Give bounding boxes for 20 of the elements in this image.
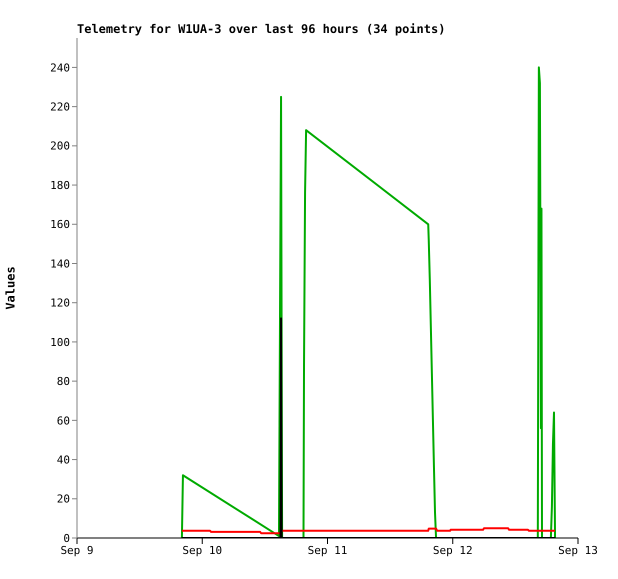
x-tick-label: Sep 11	[308, 544, 348, 557]
y-tick-label: 200	[50, 140, 70, 153]
x-tick-label: Sep 10	[182, 544, 222, 557]
y-tick-label: 20	[56, 492, 70, 506]
x-tick-label: Sep 13	[558, 544, 598, 557]
y-tick-label: 160	[50, 218, 70, 232]
y-tick-label: 40	[56, 453, 70, 466]
y-tick-label: 180	[50, 178, 70, 192]
y-tick-label: 100	[50, 336, 70, 349]
y-tick-label: 240	[50, 61, 70, 74]
y-tick-label: 80	[56, 375, 70, 388]
y-tick-label: 0	[63, 532, 70, 545]
x-tick-label: Sep 9	[60, 544, 94, 557]
chart-title: Telemetry for W1UA-3 over last 96 hours (34 points)	[77, 22, 446, 36]
y-tick-label: 120	[50, 296, 70, 310]
y-tick-label: 140	[50, 257, 70, 270]
x-tick-label: Sep 12	[432, 544, 473, 557]
y-axis-title: Values	[3, 266, 18, 310]
y-tick-label: 60	[56, 414, 70, 428]
y-tick-label: 220	[50, 100, 70, 114]
